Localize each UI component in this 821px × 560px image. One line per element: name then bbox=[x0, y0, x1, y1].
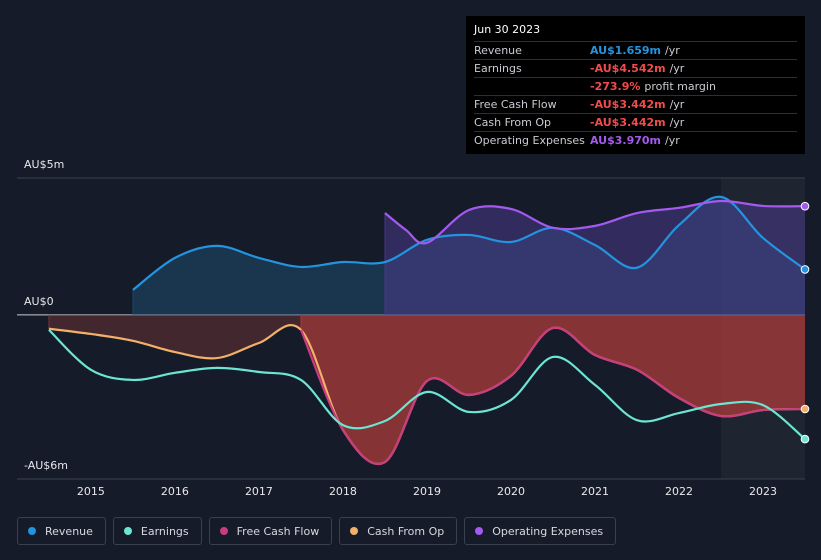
legend-label: Cash From Op bbox=[367, 524, 445, 538]
tooltip-value: AU$1.659m bbox=[590, 44, 662, 57]
y-tick-label: -AU$6m bbox=[24, 459, 68, 472]
x-tick-label: 2017 bbox=[245, 485, 273, 498]
tooltip-row: Revenue AU$1.659m/yr bbox=[474, 41, 797, 59]
series-line bbox=[299, 326, 806, 465]
tooltip-value: -AU$3.442m bbox=[590, 116, 666, 129]
legend-item[interactable]: Earnings bbox=[112, 517, 202, 545]
tooltip-label: Cash From Op bbox=[474, 116, 552, 129]
legend-item[interactable]: Cash From Op bbox=[339, 517, 458, 545]
legend-label: Operating Expenses bbox=[492, 524, 604, 538]
tooltip: Jun 30 2023 Revenue AU$1.659m/yr Earnings -… bbox=[466, 16, 805, 154]
tooltip-row: Cash From Op -AU$3.442m/yr bbox=[474, 113, 797, 131]
tooltip-date: Jun 30 2023 bbox=[474, 23, 541, 36]
y-tick-label: AU$5m bbox=[24, 158, 64, 171]
tooltip-value: AU$3.970m bbox=[590, 134, 662, 147]
tooltip-label: Earnings bbox=[474, 62, 522, 75]
tooltip-label: Free Cash Flow bbox=[474, 98, 557, 111]
tooltip-label: Operating Expenses bbox=[474, 134, 585, 147]
legend-dot bbox=[28, 527, 36, 535]
legend-label: Earnings bbox=[140, 524, 189, 538]
legend-label: Revenue bbox=[45, 524, 93, 538]
tooltip-row: -273.9% profit margin bbox=[474, 77, 797, 95]
legend-dot bbox=[350, 527, 359, 535]
tooltip-row: Operating Expenses AU$3.970m/yr bbox=[474, 131, 797, 149]
tooltip-unit: /yr bbox=[669, 62, 685, 75]
series-line bbox=[384, 199, 806, 245]
tooltip-unit: /yr bbox=[665, 44, 680, 57]
series-area bbox=[384, 200, 805, 315]
legend-item[interactable]: Operating Expenses bbox=[464, 517, 617, 545]
x-tick-label: 2022 bbox=[665, 485, 693, 498]
tooltip-unit: /yr bbox=[665, 134, 680, 147]
legend-label: Free Cash Flow bbox=[236, 524, 320, 538]
series-line bbox=[48, 329, 806, 440]
legend-item[interactable]: Free Cash Flow bbox=[208, 517, 333, 545]
x-tick-label: 2021 bbox=[581, 485, 609, 498]
series-line bbox=[132, 195, 806, 291]
end-dot bbox=[800, 201, 810, 211]
x-tick-label: 2016 bbox=[161, 485, 189, 498]
x-tick-label: 2019 bbox=[413, 485, 441, 498]
end-dot bbox=[800, 265, 810, 274]
y-tick-label: AU$0 bbox=[24, 295, 54, 308]
tooltip-unit: /yr bbox=[669, 98, 685, 111]
tooltip-value: -AU$4.542m bbox=[590, 62, 666, 75]
tooltip-unit: profit margin bbox=[644, 80, 716, 93]
end-dot bbox=[800, 434, 810, 444]
legend-dot bbox=[475, 527, 484, 535]
legend-item[interactable]: Revenue bbox=[17, 517, 106, 545]
x-tick-label: 2018 bbox=[329, 485, 357, 498]
tooltip-value: -AU$3.442m bbox=[590, 98, 666, 111]
tooltip-label: Revenue bbox=[474, 44, 522, 57]
series-area bbox=[300, 314, 805, 465]
x-tick-label: 2015 bbox=[77, 485, 105, 498]
chart: AU$5m AU$0 -AU$6m 2015 2016 2017 2018 2019 2020 2… bbox=[17, 158, 810, 498]
tooltip-value: -273.9% bbox=[590, 80, 641, 93]
tooltip-row: Earnings -AU$4.542m/yr bbox=[474, 59, 797, 77]
legend: Revenue Earnings Free Cash Flow Cash From O… bbox=[17, 517, 617, 545]
x-tick-label: 2020 bbox=[497, 485, 525, 498]
tooltip-row: Free Cash Flow -AU$3.442m/yr bbox=[474, 95, 797, 113]
tooltip-unit: /yr bbox=[669, 116, 685, 129]
end-dot bbox=[800, 404, 810, 414]
x-tick-label: 2023 bbox=[749, 485, 777, 498]
legend-dot bbox=[123, 527, 132, 535]
legend-dot bbox=[219, 527, 228, 535]
